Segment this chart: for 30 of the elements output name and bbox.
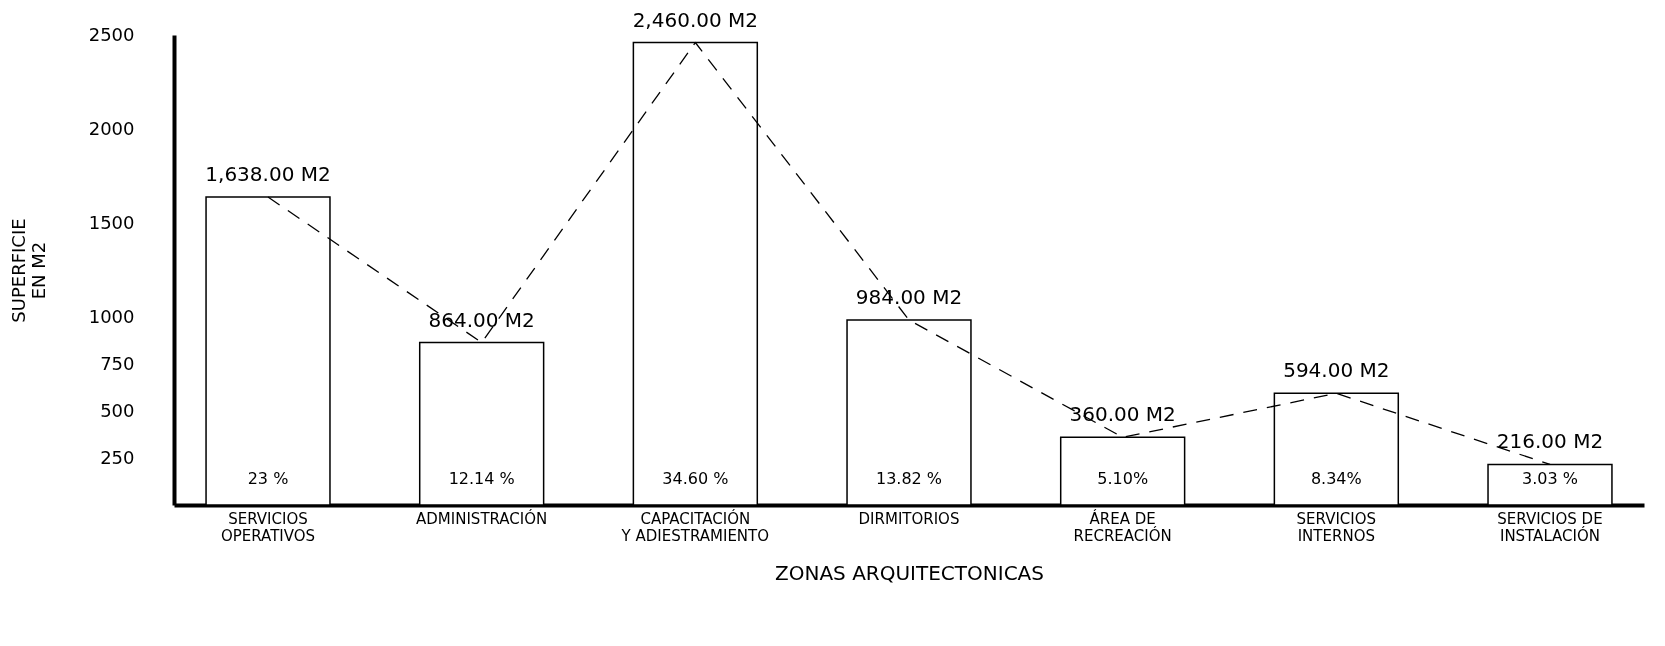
annotation: 5.10% xyxy=(1097,469,1149,488)
y-tick-label: 750 xyxy=(100,352,135,374)
annotation: 8.34% xyxy=(1310,469,1362,488)
x-tick-label: DIRMITORIOS xyxy=(858,509,960,528)
x-tick-label: SERVICIOS OPERATIVOS xyxy=(220,509,316,545)
y-tick-label: 2500 xyxy=(88,23,135,45)
y-tick-label: 1000 xyxy=(88,305,135,327)
y-tick-label: 250 xyxy=(100,446,135,468)
annotation: 13.82 % xyxy=(875,469,943,488)
y-axis-title: SUPERFICIE EN M2 xyxy=(7,218,49,323)
data-label: 360.00 M2 xyxy=(1069,402,1176,427)
x-tick-label: CAPACITACIÓN Y ADIESTRAMIENTO xyxy=(620,508,770,545)
data-label: 984.00 M2 xyxy=(855,285,963,310)
data-label: 594.00 M2 xyxy=(1283,358,1390,383)
y-tick-label: 1500 xyxy=(88,211,135,233)
data-label: 216.00 M2 xyxy=(1496,429,1604,454)
x-tick-label: SERVICIOS INTERNOS xyxy=(1296,509,1377,545)
data-label: 864.00 M2 xyxy=(428,307,535,332)
x-tick-label: ÁREA DE RECREACIÓN xyxy=(1073,508,1172,545)
y-tick-label: 500 xyxy=(100,399,135,421)
annotation: 23 % xyxy=(247,469,289,488)
annotation: 34.60 % xyxy=(662,469,729,488)
annotation: 12.14 % xyxy=(448,469,515,488)
annotation: 3.03 % xyxy=(1522,469,1578,488)
data-label: 2,460.00 M2 xyxy=(632,7,759,32)
data-label: 1,638.00 M2 xyxy=(205,162,331,187)
x-tick-label: ADMINISTRACIÓN xyxy=(416,508,548,528)
x-axis-title: ZONAS ARQUITECTONICAS xyxy=(775,560,1044,585)
y-tick-label: 2000 xyxy=(88,117,135,139)
x-tick-label: SERVICIOS DE INSTALACIÓN xyxy=(1497,509,1603,545)
